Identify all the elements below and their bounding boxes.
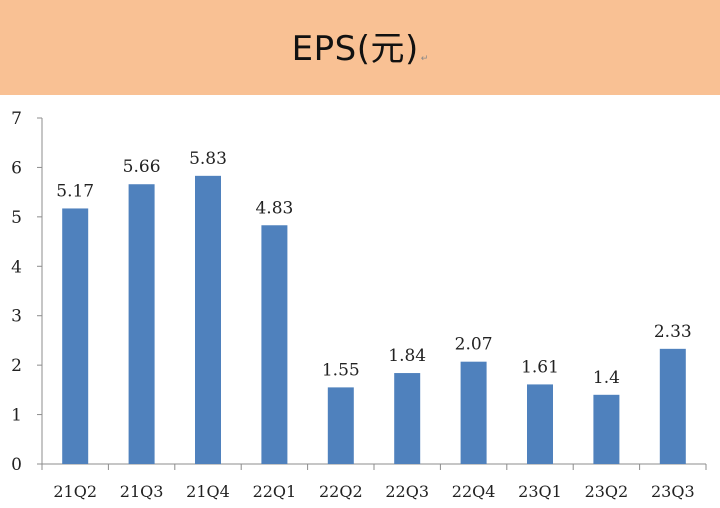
bar-22Q3 [394, 373, 421, 464]
y-tick-label: 0 [11, 455, 22, 475]
y-tick-label: 7 [11, 109, 22, 129]
y-tick-label: 1 [11, 406, 22, 426]
bar-21Q4 [195, 175, 221, 464]
x-tick-label-22Q4: 22Q4 [452, 482, 496, 501]
data-label-23Q1: 1.61 [521, 357, 559, 377]
eps-bar-chart: 0 1 2 3 4 5 6 7 5.17 21Q2 5.66 21Q3 5.83 21Q4 4.83 22Q1… [11, 109, 707, 501]
x-tick-label-22Q2: 22Q2 [319, 482, 363, 501]
x-tick-label-23Q3: 23Q3 [651, 482, 695, 501]
bar-21Q2 [62, 208, 89, 464]
data-label-23Q3: 2.33 [654, 322, 692, 342]
bar-23Q2 [593, 394, 620, 464]
y-tick-label: 4 [11, 257, 22, 277]
x-tick-label-21Q4: 21Q4 [186, 482, 230, 501]
title-banner: EPS(元) ↵ [0, 0, 720, 95]
data-label-22Q2: 1.55 [322, 360, 360, 380]
x-tick-label-21Q3: 21Q3 [120, 482, 164, 501]
data-label-21Q3: 5.66 [123, 157, 161, 177]
bar-22Q4 [460, 361, 487, 464]
y-tick-label: 2 [11, 356, 22, 376]
x-tick-label-22Q3: 22Q3 [385, 482, 429, 501]
return-mark: ↵ [420, 53, 429, 64]
bar-21Q3 [128, 184, 155, 464]
x-tick-label-21Q2: 21Q2 [53, 482, 97, 501]
data-label-22Q1: 4.83 [255, 198, 293, 218]
data-label-22Q4: 2.07 [455, 335, 493, 355]
bar-22Q1 [261, 225, 288, 464]
y-tick-label: 6 [11, 158, 22, 178]
bar-22Q2 [327, 387, 354, 464]
y-tick-label: 5 [11, 208, 22, 228]
y-tick-label: 3 [11, 307, 22, 327]
data-label-21Q4: 5.83 [189, 149, 227, 169]
x-tick-label-23Q2: 23Q2 [585, 482, 629, 501]
data-label-22Q3: 1.84 [388, 346, 426, 366]
bar-23Q1 [527, 384, 553, 464]
x-tick-label-23Q1: 23Q1 [518, 482, 562, 501]
x-tick-label-22Q1: 22Q1 [253, 482, 297, 501]
data-label-23Q2: 1.4 [593, 368, 620, 388]
bar-23Q3 [659, 348, 686, 464]
chart-title: EPS(元) [291, 29, 419, 69]
data-label-21Q2: 5.17 [56, 181, 94, 201]
